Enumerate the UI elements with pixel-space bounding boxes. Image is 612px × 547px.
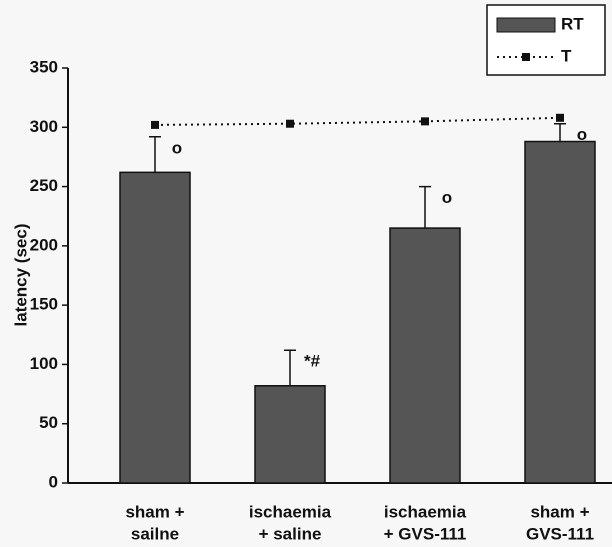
y-tick-label: 50 [39,413,58,432]
y-axis-label: latency (sec) [11,224,30,327]
x-tick-label: ischaemia [249,502,332,521]
legend-box [487,5,605,75]
bar [390,228,460,483]
bar [525,142,595,483]
chart: latency (sec) 0 50 100 150 200 250 300 350 sham … [0,0,612,547]
y-tick-label: 350 [30,57,58,76]
x-tick-label: ischaemia [384,502,467,521]
point [286,120,294,128]
y-tick-label: 0 [49,472,58,491]
annotation: o [172,138,182,157]
x-tick-label: + saline [259,524,322,543]
legend-label: RT [561,14,584,33]
point [421,117,429,125]
legend-swatch [497,18,555,32]
annotation: o [442,188,452,207]
point [151,121,159,129]
bar [120,172,190,483]
y-tick-label: 250 [30,176,58,195]
y-tick-label: 200 [30,235,58,254]
y-tick-label: 150 [30,295,58,314]
point [556,114,564,122]
x-tick-label: sham + [125,502,184,521]
x-tick-label: sailne [131,524,179,543]
legend-label: T [561,46,572,65]
legend-marker [522,53,530,61]
bar [255,386,325,483]
y-tick-label: 300 [30,117,58,136]
annotation: *# [304,352,321,371]
y-tick-label: 100 [30,354,58,373]
x-tick-label: + GVS-111 [384,524,467,543]
x-tick-label: sham + [530,502,589,521]
annotation: o [577,125,587,144]
x-tick-label: GVS-111 [526,524,594,543]
